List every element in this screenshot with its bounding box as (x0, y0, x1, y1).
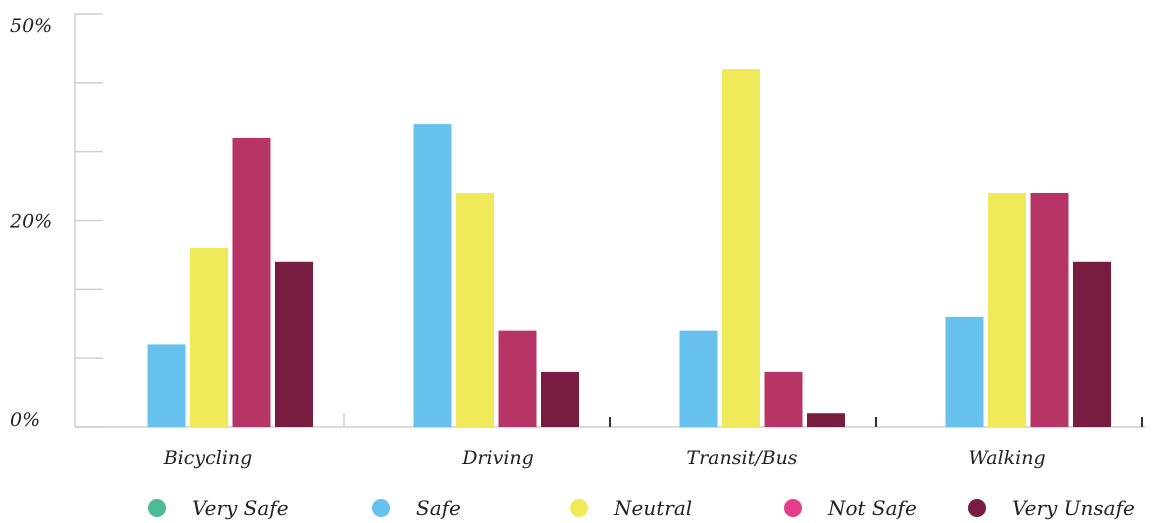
legend-label-not-safe: Not Safe (827, 496, 917, 520)
legend-label-very-safe: Very Safe (192, 496, 289, 520)
legend-dot-not-safe (784, 499, 802, 517)
legend-dot-very-unsafe (968, 499, 986, 517)
bar-very-unsafe-walking (1073, 261, 1111, 427)
x-category-label: Driving (461, 447, 534, 469)
legend-label-safe: Safe (416, 496, 461, 520)
bar-safe-driving (413, 124, 452, 427)
x-category-label: Bicycling (163, 447, 253, 469)
chart-legend: Very Safe Safe Neutral Not Safe Very Unsafe (148, 496, 1135, 520)
bar-safe-walking (945, 316, 984, 427)
bar-neutral-walking (988, 192, 1026, 427)
bar-not-safe-driving (498, 330, 537, 427)
bar-very-unsafe-transit-bus (807, 413, 845, 427)
bar-very-unsafe-bicycling (275, 261, 313, 427)
legend-label-neutral: Neutral (613, 496, 692, 520)
y-tick-label: 20% (9, 211, 52, 233)
bar-not-safe-transit-bus (764, 371, 803, 427)
y-tick-label: 0% (10, 409, 40, 431)
bar-not-safe-walking (1030, 192, 1069, 427)
y-tick-label: 50% (10, 15, 52, 37)
bar-neutral-driving (456, 192, 494, 427)
bar-safe-transit-bus (679, 330, 718, 427)
legend-dot-neutral (570, 499, 588, 517)
bar-not-safe-bicycling (232, 137, 271, 427)
legend-dot-safe (372, 499, 390, 517)
x-category-label: Walking (968, 447, 1045, 469)
legend-label-very-unsafe: Very Unsafe (1012, 496, 1135, 520)
bar-safe-bicycling (147, 344, 186, 427)
bar-neutral-transit-bus (722, 69, 760, 428)
legend-dot-very-safe (148, 499, 166, 517)
chart-labels: 0% 20% 50% Bicycling Driving Transit/Bus Walki… (9, 15, 1046, 469)
bar-very-unsafe-driving (541, 371, 579, 427)
chart-bars (147, 69, 1111, 428)
bar-neutral-bicycling (190, 248, 228, 427)
x-category-label: Transit/Bus (686, 447, 797, 469)
